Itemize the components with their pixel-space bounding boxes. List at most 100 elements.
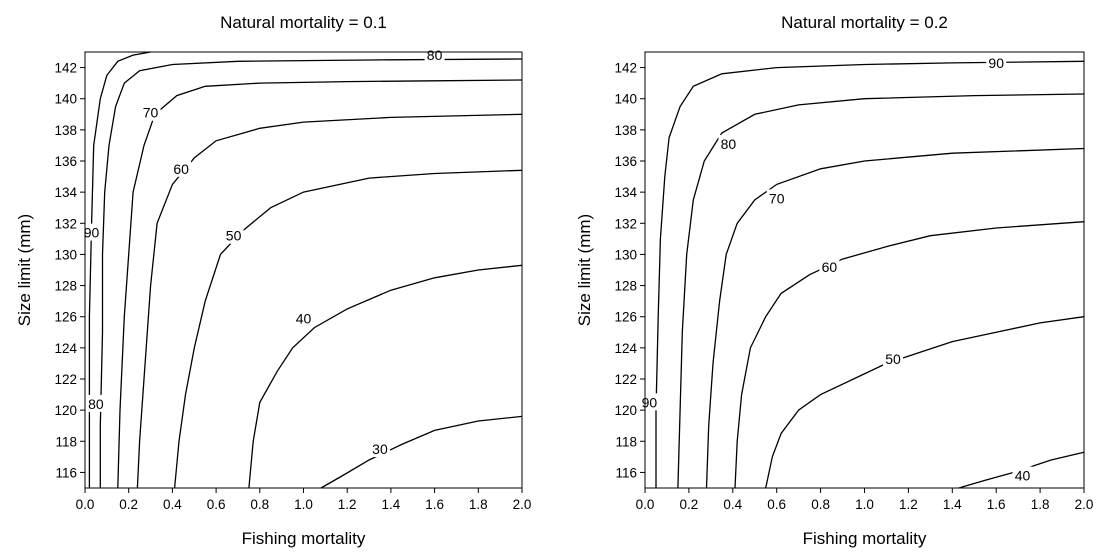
contour-label-40: 40 xyxy=(1015,468,1031,484)
contour-label-bg xyxy=(140,103,161,121)
contour-label-30: 30 xyxy=(372,441,388,457)
x-tick-label: 0.8 xyxy=(250,497,269,512)
y-tick-label: 134 xyxy=(54,185,77,200)
contour-label-70: 70 xyxy=(769,190,785,206)
x-tick-label: 1.2 xyxy=(899,497,918,512)
y-tick-label: 130 xyxy=(54,247,77,262)
x-tick-label: 1.6 xyxy=(425,497,444,512)
contour-line-50 xyxy=(765,316,1085,489)
x-tick-label: 2.0 xyxy=(1075,497,1094,512)
contour-line-90 xyxy=(88,51,151,488)
contour-label-90: 90 xyxy=(84,225,100,241)
contour-label-80: 80 xyxy=(427,47,443,63)
contour-label-bg xyxy=(766,189,787,207)
contour-label-bg xyxy=(369,440,390,458)
x-tick-label: 0.4 xyxy=(723,497,742,512)
y-tick-label: 124 xyxy=(54,341,77,356)
contour-line-90 xyxy=(655,60,1085,488)
contour-line-70 xyxy=(117,79,523,489)
contour-label-bg xyxy=(223,226,244,244)
y-tick-label: 120 xyxy=(614,403,637,418)
x-tick-label: 0.2 xyxy=(119,497,138,512)
contour-label-60: 60 xyxy=(822,259,838,275)
y-tick-label: 132 xyxy=(54,216,77,231)
contour-label-bg xyxy=(85,394,106,412)
x-tick-label: 1.0 xyxy=(294,497,313,512)
x-tick-label: 0.8 xyxy=(811,497,830,512)
contour-label-bg xyxy=(424,46,445,64)
y-tick-label: 120 xyxy=(54,403,77,418)
y-tick-label: 118 xyxy=(55,434,77,449)
x-tick-label: 0.4 xyxy=(163,497,182,512)
contour-label-bg xyxy=(293,309,314,327)
chart-title: Natural mortality = 0.2 xyxy=(781,13,948,32)
x-tick-label: 2.0 xyxy=(513,497,532,512)
contour-label-80: 80 xyxy=(88,396,104,412)
chart-panel-1: Natural mortality = 0.1 90 80 80 70 60 50 40 30 0… xyxy=(15,13,531,548)
x-tick-label: 0.6 xyxy=(207,497,226,512)
contour-line-70 xyxy=(705,147,1085,489)
contour-label-80: 80 xyxy=(721,136,737,152)
contour-line-60 xyxy=(136,113,523,489)
contour-line-40 xyxy=(248,264,523,489)
x-tick-label: 0.2 xyxy=(680,497,699,512)
contour-line-80 xyxy=(99,58,523,488)
contour-label-bg xyxy=(819,257,840,275)
y-tick-label: 136 xyxy=(54,154,77,169)
y-tick-label: 124 xyxy=(614,341,637,356)
x-tick-label: 1.2 xyxy=(338,497,357,512)
y-tick-label: 116 xyxy=(55,465,77,480)
contour-label-bg xyxy=(883,349,904,367)
plot-frame xyxy=(644,51,1085,489)
y-tick-label: 122 xyxy=(614,372,637,387)
y-tick-label: 122 xyxy=(54,372,77,387)
contour-label-bg xyxy=(986,53,1007,71)
contour-label-40: 40 xyxy=(296,310,312,326)
contour-label-bg xyxy=(718,134,739,152)
x-tick-label: 1.0 xyxy=(855,497,874,512)
contour-label-bg xyxy=(639,393,660,411)
y-tick-label: 132 xyxy=(614,216,637,231)
x-tick-label: 0.6 xyxy=(767,497,786,512)
contour-line-50 xyxy=(173,169,523,489)
x-tick-label: 0.0 xyxy=(76,497,95,512)
y-tick-label: 116 xyxy=(615,465,637,480)
y-tick-label: 138 xyxy=(614,123,637,138)
x-axis-label: Fishing mortality xyxy=(242,529,366,548)
contour-label-70: 70 xyxy=(143,105,159,121)
contour-label-90: 90 xyxy=(988,55,1004,71)
x-tick-label: 0.0 xyxy=(636,497,655,512)
y-tick-label: 136 xyxy=(614,154,637,169)
y-tick-label: 126 xyxy=(614,310,637,325)
y-tick-label: 142 xyxy=(54,61,77,76)
y-tick-label: 128 xyxy=(614,279,637,294)
x-tick-label: 1.8 xyxy=(1031,497,1050,512)
contour-label-bg xyxy=(171,159,192,177)
y-tick-label: 140 xyxy=(614,92,637,107)
x-tick-label: 1.6 xyxy=(987,497,1006,512)
contour-label-bg xyxy=(1012,466,1033,484)
x-tick-label: 1.4 xyxy=(943,497,962,512)
chart-panel-2: Natural mortality = 0.2 90 90 80 70 60 50 40 0.0… xyxy=(575,13,1093,548)
contour-label-50: 50 xyxy=(885,351,901,367)
contour-line-30 xyxy=(320,415,523,489)
y-tick-label: 130 xyxy=(614,247,637,262)
y-tick-label: 140 xyxy=(54,92,77,107)
x-tick-label: 1.8 xyxy=(469,497,488,512)
x-axis-label: Fishing mortality xyxy=(803,529,927,548)
x-tick-label: 1.4 xyxy=(382,497,401,512)
y-axis-label: Size limit (mm) xyxy=(575,214,594,326)
chart-title: Natural mortality = 0.1 xyxy=(220,13,387,32)
contour-label-60: 60 xyxy=(173,161,189,177)
contour-label-90: 90 xyxy=(642,394,658,410)
y-axis-label: Size limit (mm) xyxy=(15,214,34,326)
contour-label-bg xyxy=(81,223,102,241)
y-tick-label: 134 xyxy=(614,185,637,200)
y-tick-label: 142 xyxy=(614,61,637,76)
y-tick-label: 128 xyxy=(54,279,77,294)
contour-label-50: 50 xyxy=(226,228,242,244)
y-tick-label: 138 xyxy=(54,123,77,138)
contour-line-80 xyxy=(677,93,1085,489)
